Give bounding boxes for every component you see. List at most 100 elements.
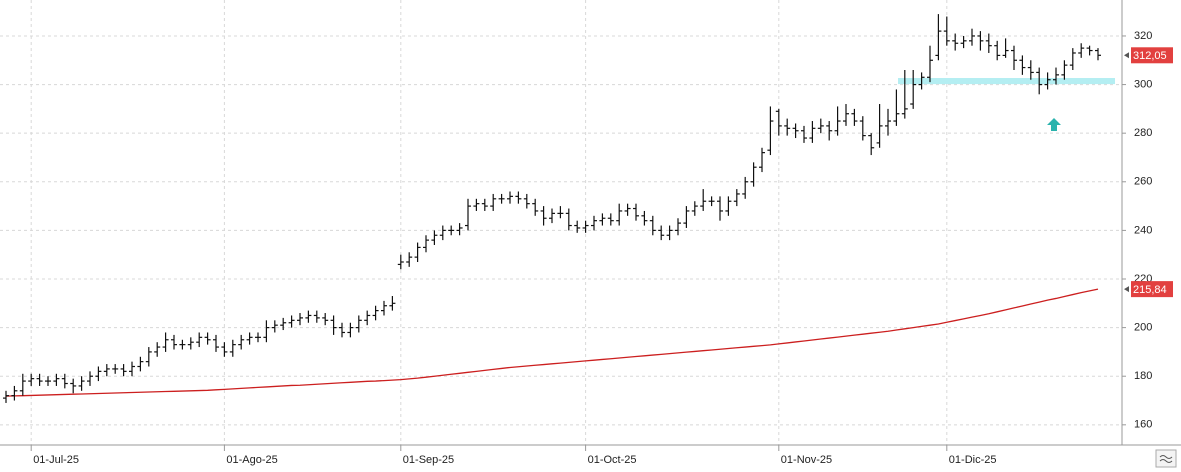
ohlc-bar [658,225,665,241]
ohlc-bar [456,223,463,236]
ohlc-bar [901,69,908,119]
y-tick-label: 180 [1134,370,1152,382]
x-tick-label: 01-Nov-25 [781,454,832,466]
ohlc-bar [1044,72,1051,90]
ohlc-bar [414,242,421,262]
moving-average [5,288,1099,397]
ohlc-bar [171,334,177,350]
ohlc-bar [960,35,967,49]
ohlc-bar [364,310,371,326]
ohlc-bar [1061,60,1068,80]
price-tag-pointer [1124,286,1129,293]
ohlc-bar [977,31,984,51]
ohlc-bar [339,322,345,338]
ohlc-bar [969,28,975,46]
ohlc-bar [1027,60,1034,80]
ohlc-bar [19,373,26,396]
ohlc-bar [1069,48,1076,70]
ohlc-bar [1078,43,1085,58]
ohlc-bar [355,315,362,333]
ohlc-bar [616,203,623,226]
ohlc-bar [313,310,320,323]
ohlc-bar [834,106,841,136]
ohlc-bar [700,189,707,211]
ohlc-bar [288,315,295,328]
ohlc-bar [397,254,404,270]
ohlc-bar [515,191,522,204]
scale-icon [1159,455,1173,463]
ohlc-bar [532,198,539,216]
ohlc-bar [624,203,631,216]
ohlc-bar [1053,67,1059,85]
ohlc-bar [11,385,18,401]
zone-layer [898,78,1115,85]
ohlc-bar [423,235,429,253]
ohlc-bar [87,371,93,386]
ohlc-bar [28,373,35,386]
ohlc-bar [431,230,438,245]
ohlc-bar [582,220,589,233]
scale-button[interactable] [1155,449,1177,468]
ohlc-bar [666,225,673,241]
ohlc-bar [271,320,278,333]
ohlc-bar [448,225,455,236]
price-tag-label: 215,84 [1133,284,1167,296]
ohlc-bar [851,108,858,126]
price-tag [1131,281,1173,298]
ohlc-bar [574,220,581,233]
ohlc-bar [330,315,337,335]
ohlc-bar [1002,38,1009,58]
ohlc-bar [280,317,287,331]
ohlc-bar [943,16,950,46]
ohlc-bar [372,305,379,321]
support-zone [898,78,1115,85]
ohlc-bar [1086,45,1093,56]
price-tag-label: 312,05 [1133,50,1167,62]
ohlc-bar [473,198,480,211]
ohlc-bar [129,361,135,377]
ohlc-bar [221,342,228,357]
ohlc-bar [683,206,690,228]
ohlc-bar [112,364,119,374]
ohlc-bar [439,225,446,241]
ohlc-bar [406,252,413,267]
ohlc-bar [305,310,312,323]
ohlc-bar [204,332,211,345]
ohlc-bar [868,133,875,156]
ohlc-bar [775,108,782,136]
ohlc-bar [70,378,77,394]
ohlc-bar [549,208,555,224]
ohlc-bar [229,339,236,357]
ohlc-bar [465,198,471,231]
ohlc-bar [1095,48,1101,61]
ohlc-bar [78,376,85,391]
ohlc-bar [994,40,1001,61]
price-tag [1131,47,1173,64]
ohlc-bar [255,332,261,343]
ohlc-bar [179,339,186,350]
y-tick-label: 160 [1134,419,1152,431]
ohlc-bar [633,203,639,221]
ohlc-bar [61,373,68,389]
y-tick-label: 300 [1134,78,1152,90]
ohlc-bar [876,104,883,148]
ohlc-bar [95,366,102,382]
ohlc-bar [952,33,959,51]
ohlc-bar [137,356,144,372]
ohlc-bar [918,72,925,90]
ohlc-bar [717,196,723,221]
ohlc-bar [498,193,505,204]
ohlc-bar [742,176,749,199]
ohlc-bar [120,364,127,377]
ohlc-bar [843,104,849,126]
ohlc-bar [263,320,270,343]
ohlc-bar [481,198,488,211]
ohlc-bar [725,196,732,216]
ohlc-bar [523,193,530,209]
ohlc-bar [675,218,681,236]
ma-layer [5,288,1099,397]
ohlc-bar [36,373,43,386]
ohlc-bar [1011,45,1017,70]
